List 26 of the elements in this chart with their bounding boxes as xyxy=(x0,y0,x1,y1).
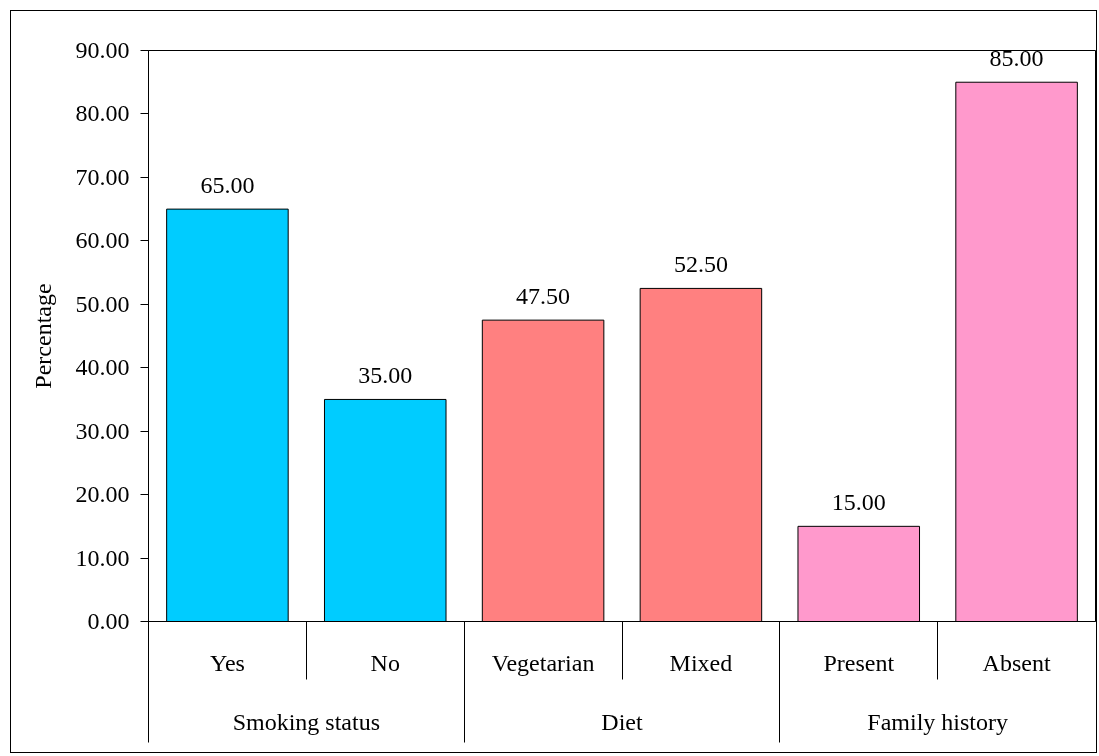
x-tick-label: Absent xyxy=(982,649,1051,676)
y-tick-label: 50.00 xyxy=(75,290,130,317)
y-tick-label: 10.00 xyxy=(75,544,130,571)
y-axis-title: Percentage xyxy=(29,283,56,389)
data-label: 35.00 xyxy=(358,362,413,389)
text: Family history xyxy=(867,708,1008,735)
text: Smoking status xyxy=(232,708,381,735)
data-label: 85.00 xyxy=(989,45,1044,72)
x-tick-label: No xyxy=(370,649,400,676)
data-label: 52.50 xyxy=(673,251,728,278)
y-tick-label: 70.00 xyxy=(75,163,130,190)
y-tick-label: 80.00 xyxy=(75,100,130,127)
y-tick-label: 40.00 xyxy=(75,354,130,381)
text: Diet xyxy=(601,708,643,735)
y-tick-label: 90.00 xyxy=(75,37,130,63)
y-tick-label: 60.00 xyxy=(75,227,130,254)
x-tick-label: Mixed xyxy=(669,649,733,676)
data-label: 47.50 xyxy=(516,283,571,310)
x-tick-label: Yes xyxy=(209,649,245,676)
data-label: 65.00 xyxy=(200,172,255,199)
data-label: 15.00 xyxy=(831,489,886,516)
y-tick-label: 30.00 xyxy=(75,417,130,444)
y-tick-label: 20.00 xyxy=(75,481,130,508)
y-tick-label: 0.00 xyxy=(87,608,130,634)
x-tick-label: Present xyxy=(823,649,895,676)
x-tick-label: Vegetarian xyxy=(491,649,595,676)
